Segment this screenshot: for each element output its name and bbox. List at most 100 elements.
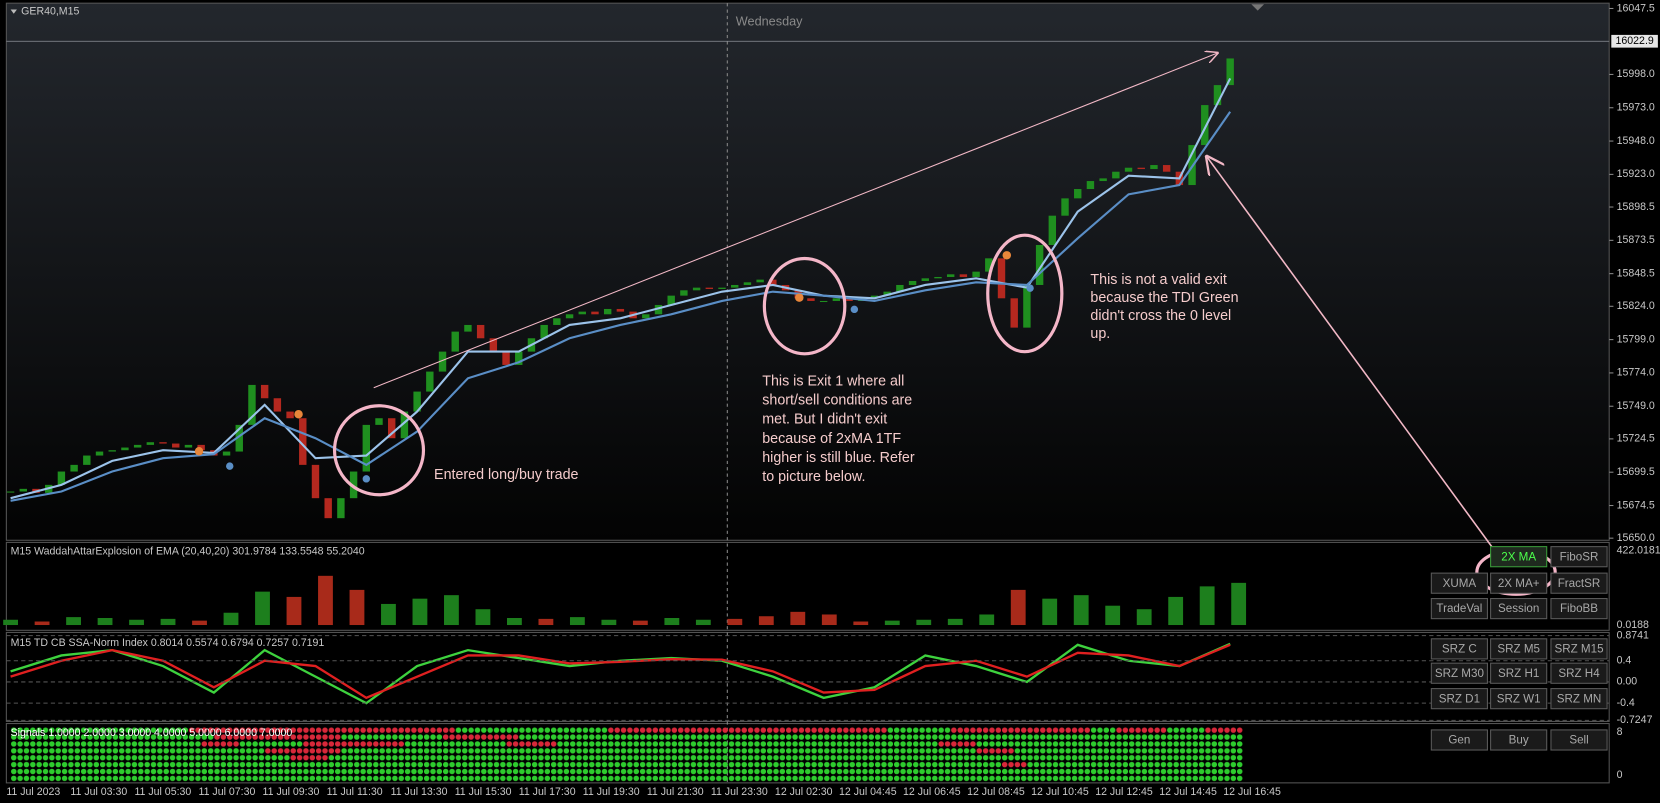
signal-run (10, 747, 265, 755)
button[interactable] (1430, 638, 1488, 660)
symbol-label: GER40,M15 (21, 5, 79, 17)
histogram-bar (853, 621, 869, 626)
button[interactable] (1550, 688, 1608, 710)
y-tick-label: 15774.0 (1617, 367, 1655, 379)
signal-run (10, 754, 291, 762)
button[interactable] (1550, 662, 1608, 684)
candle (832, 298, 841, 301)
button-label[interactable]: 2X MA+ (1498, 577, 1540, 590)
button-label[interactable]: Buy (1509, 734, 1529, 747)
candle (819, 300, 828, 303)
button[interactable] (1550, 729, 1608, 751)
button-label[interactable]: SRZ MN (1557, 692, 1602, 705)
histogram-bar (790, 611, 806, 626)
histogram-bar (1199, 586, 1215, 626)
button-label[interactable]: SRZ M30 (1435, 667, 1485, 680)
button-label[interactable]: FiboBB (1560, 602, 1598, 615)
button[interactable] (1550, 572, 1608, 594)
button[interactable] (1490, 688, 1548, 710)
candle (362, 424, 371, 472)
button-label[interactable]: Gen (1448, 734, 1470, 747)
candle (108, 450, 116, 452)
signal-run (340, 733, 443, 741)
y-tick-label: -0.4 (1617, 697, 1635, 709)
button-label[interactable]: TradeVal (1436, 602, 1482, 615)
button[interactable] (1490, 662, 1548, 684)
candle (972, 271, 980, 277)
button[interactable] (1430, 598, 1488, 620)
y-tick-label: 15848.5 (1617, 267, 1655, 279)
candle (540, 324, 548, 339)
histogram-bar (538, 618, 554, 626)
button[interactable] (1490, 572, 1548, 594)
button-label[interactable]: SRZ H1 (1498, 667, 1539, 680)
y-tick-label: 15749.0 (1617, 400, 1655, 412)
candle (235, 424, 243, 452)
candle (1074, 189, 1082, 199)
button-label[interactable]: SRZ D1 (1439, 692, 1480, 705)
button-label[interactable]: XUMA (1443, 577, 1477, 590)
button-label[interactable]: 2X MA (1501, 550, 1536, 563)
button[interactable] (1550, 598, 1608, 620)
signals-label: Signals 1.0000 2.0000 3.0000 4.0000 5.00… (11, 727, 293, 739)
annotation-line: because the TDI Green (1090, 290, 1238, 306)
histogram-bar (286, 596, 302, 626)
y-tick-label: 15948.0 (1617, 135, 1655, 147)
signal-run (328, 754, 1243, 762)
signal-run (188, 726, 456, 734)
button-label[interactable]: SRZ M5 (1497, 642, 1540, 655)
signal-run (10, 740, 202, 748)
candle (1137, 167, 1145, 170)
signal-run (10, 761, 1002, 769)
signal-run (404, 740, 507, 748)
candle (807, 298, 815, 301)
button[interactable] (1490, 598, 1548, 620)
button[interactable] (1430, 572, 1488, 594)
button-label[interactable]: FiboSR (1560, 550, 1599, 563)
candle (1086, 181, 1095, 190)
y-tick-label: 0.8741 (1617, 629, 1649, 641)
candle (299, 418, 307, 465)
candle (1048, 215, 1057, 246)
button[interactable] (1430, 688, 1488, 710)
menu-arrow[interactable] (10, 9, 17, 14)
button[interactable] (1490, 638, 1548, 660)
candle (870, 295, 879, 299)
signal-run (937, 740, 977, 748)
candle (121, 447, 129, 451)
button[interactable] (1430, 662, 1488, 684)
histogram-bar (695, 619, 711, 626)
button[interactable] (1550, 546, 1608, 568)
candle (6, 491, 15, 493)
candle (464, 324, 472, 332)
button-label[interactable]: SRZ W1 (1497, 692, 1541, 705)
candle (946, 274, 955, 277)
x-tick-label: 12 Jul 02:30 (775, 786, 833, 798)
button[interactable] (1490, 729, 1548, 751)
button-label[interactable]: SRZ C (1442, 642, 1477, 655)
y-tick-label: 15973.0 (1617, 102, 1655, 114)
button[interactable] (1550, 638, 1608, 660)
signal-run (976, 740, 1243, 748)
annotation-line: short/sell conditions are (762, 393, 912, 409)
histogram-bar (758, 616, 774, 626)
signal-run (887, 726, 951, 734)
histogram-bar (1136, 609, 1152, 626)
candle (1201, 105, 1209, 146)
button[interactable] (1430, 729, 1488, 751)
candle (1226, 58, 1234, 86)
button-label[interactable]: SRZ H4 (1558, 667, 1600, 680)
histogram-bar (916, 619, 932, 626)
button[interactable] (1490, 546, 1548, 568)
button-label[interactable]: Sell (1569, 734, 1588, 747)
button-label[interactable]: SRZ M15 (1554, 642, 1603, 655)
histogram-bar (947, 618, 963, 626)
candle (654, 304, 663, 315)
x-tick-label: 11 Jul 13:30 (391, 786, 448, 798)
button-label[interactable]: FractSR (1558, 577, 1601, 590)
y-tick-label: 0.4 (1617, 655, 1632, 667)
candle (83, 455, 91, 465)
signal-run (239, 740, 303, 748)
button-label[interactable]: Session (1498, 602, 1539, 615)
